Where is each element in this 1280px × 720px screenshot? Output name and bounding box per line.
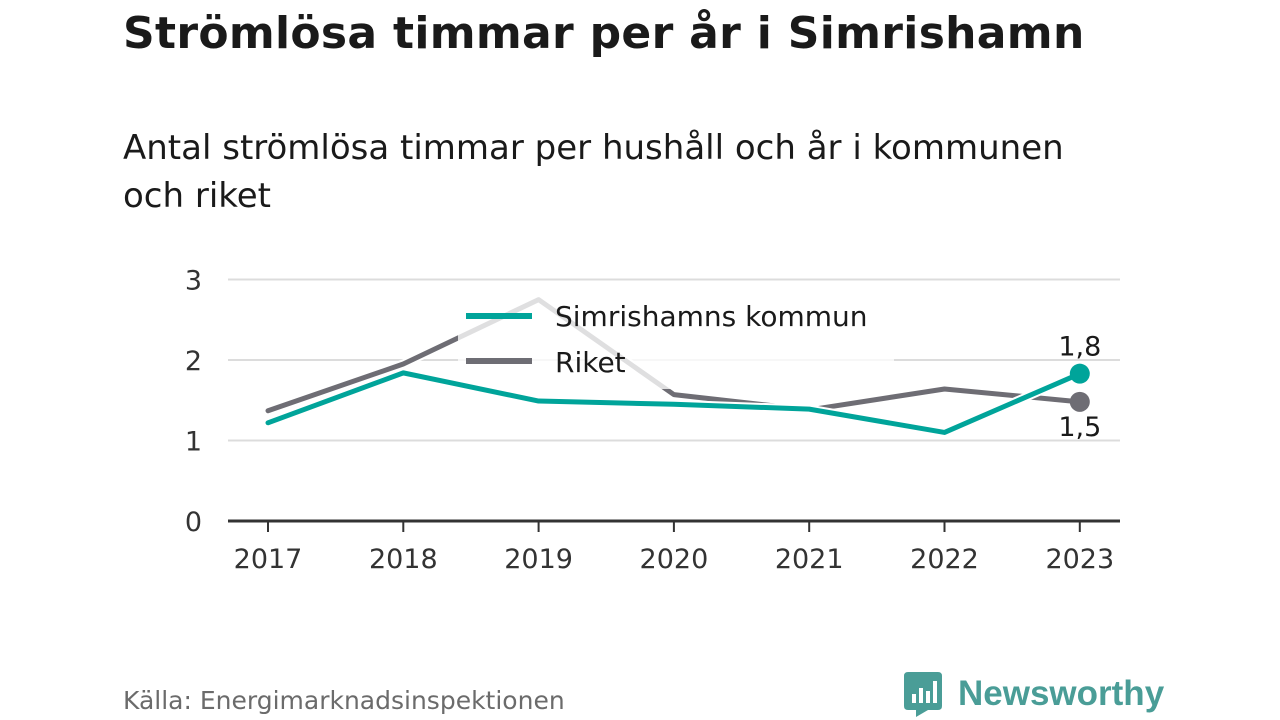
kommun-line <box>265 370 1083 435</box>
y-tick-label: 0 <box>185 507 202 538</box>
y-tick-label: 2 <box>185 346 202 377</box>
kommun-end-point <box>1069 363 1090 384</box>
end-labels: 1,8 1,5 <box>1058 332 1101 443</box>
y-tick-label: 3 <box>185 266 202 297</box>
x-tick-label: 2019 <box>504 544 573 575</box>
x-axis: 2017 2018 2019 2020 2021 2022 2023 <box>228 519 1120 575</box>
legend-box <box>458 295 894 389</box>
y-tick-label: 1 <box>185 427 202 458</box>
x-tick-label: 2021 <box>775 544 844 575</box>
line-chart: 0 1 2 3 2017 2018 2019 2020 2021 2022 2023 Simris… <box>185 266 1120 575</box>
end-label-kommun: 1,8 <box>1058 332 1101 363</box>
chart-title: Strömlösa timmar per år i Simrishamn <box>123 8 1085 59</box>
chart-subtitle: Antal strömlösa timmar per hushåll och å… <box>123 128 1064 216</box>
x-tick-label: 2023 <box>1045 544 1114 575</box>
riket-line <box>265 297 1083 414</box>
legend-label-kommun: Simrishamns kommun <box>555 300 868 333</box>
brand-name: Newsworthy <box>958 674 1165 713</box>
bar-chart-icon <box>904 672 942 717</box>
series-kommun <box>263 363 1090 437</box>
x-tick-label: 2017 <box>234 544 303 575</box>
brand-logo: Newsworthy <box>902 670 1164 718</box>
legend: Simrishamns kommun Riket <box>466 300 868 379</box>
legend-background <box>458 295 894 389</box>
series-riket <box>263 295 1090 416</box>
y-tick-labels: 0 1 2 3 <box>185 266 202 539</box>
riket-end-point <box>1069 391 1090 412</box>
end-label-riket: 1,5 <box>1058 412 1101 443</box>
x-tick-label: 2020 <box>640 544 709 575</box>
source-note: Källa: Energimarknadsinspektionen <box>123 686 565 715</box>
x-tick-label: 2022 <box>910 544 979 575</box>
x-tick-label: 2018 <box>369 544 438 575</box>
legend-label-riket: Riket <box>555 346 626 379</box>
